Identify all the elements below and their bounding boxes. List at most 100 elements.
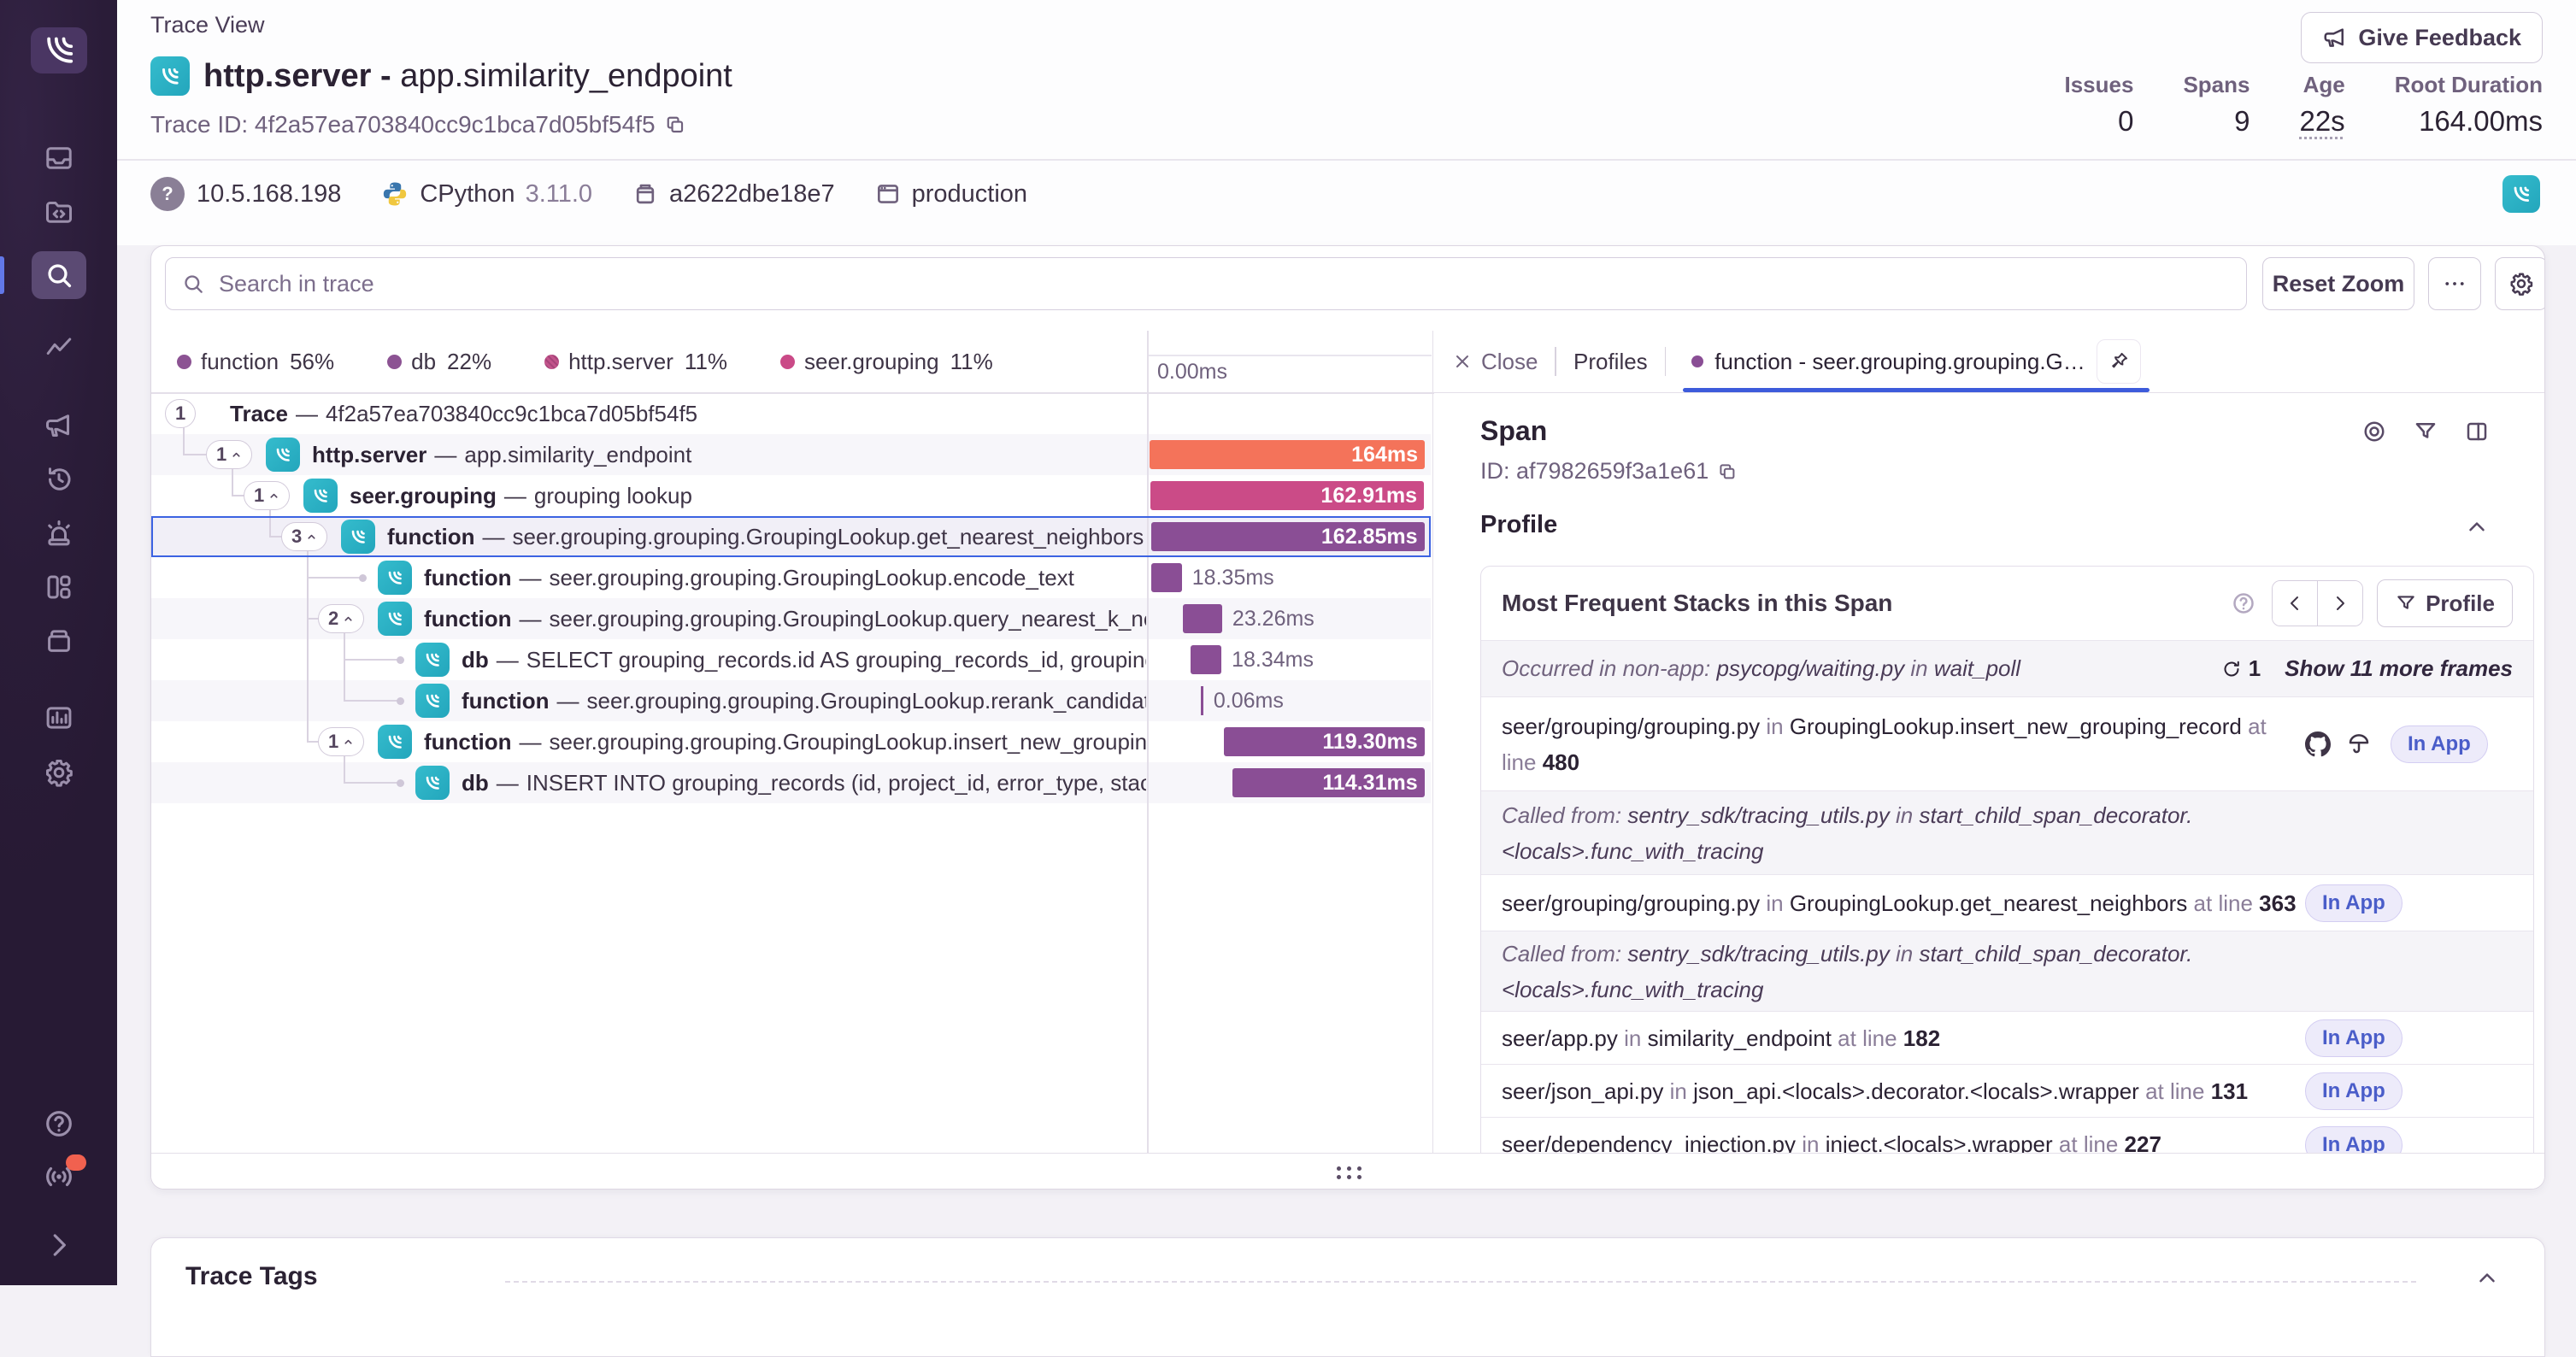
trace-row[interactable]: 1 Trace —4f2a57ea703840cc9c1bca7d05bf54f5 xyxy=(151,393,1431,434)
legend-item-seer.grouping[interactable]: seer.grouping 11% xyxy=(780,349,993,375)
trace-settings-button[interactable] xyxy=(2495,257,2544,310)
sidebar-item-siren[interactable] xyxy=(0,518,117,549)
sidebar-item-inbox[interactable] xyxy=(0,143,117,173)
header xyxy=(117,0,2576,245)
tab-profiles[interactable]: Profiles xyxy=(1573,348,1648,374)
copy-icon[interactable] xyxy=(1717,461,1738,482)
occurred-row: Occurred in non-app: psycopg/waiting.py … xyxy=(1481,640,2533,696)
notification-badge xyxy=(65,1154,86,1171)
seer-project-avatar[interactable] xyxy=(2502,175,2540,213)
span-count-pill[interactable]: 1 xyxy=(165,399,197,428)
sidebar-item-archive[interactable] xyxy=(0,626,117,656)
span-count-pill[interactable]: 1 xyxy=(244,481,291,510)
seer-icon[interactable] xyxy=(2346,731,2372,757)
copy-icon[interactable] xyxy=(664,114,686,136)
sidebar-item-broadcast[interactable] xyxy=(0,1154,117,1193)
tab-close[interactable]: Close xyxy=(1452,349,1538,375)
span-count-pill[interactable]: 1 xyxy=(206,440,253,469)
span-label: function — seer.grouping.grouping.Grouping… xyxy=(387,523,1144,549)
give-feedback-button[interactable]: Give Feedback xyxy=(2301,12,2543,63)
reset-zoom-button[interactable]: Reset Zoom xyxy=(2262,257,2414,310)
sidebar-item-clock-history[interactable] xyxy=(0,464,117,495)
stack-frame[interactable]: seer/dependency_injection.py in inject.<… xyxy=(1481,1117,2533,1153)
github-icon[interactable] xyxy=(2305,731,2331,757)
trace-row[interactable]: 1 function — seer.grouping.grouping.Groupin… xyxy=(151,721,1431,762)
duration-bar[interactable] xyxy=(1150,563,1182,592)
legend-item-db[interactable]: db 22% xyxy=(387,349,491,375)
legend-item-function[interactable]: function 56% xyxy=(177,349,334,375)
tab-active-span[interactable]: function - seer.grouping.grouping.G… xyxy=(1683,331,2150,392)
ellipsis-icon xyxy=(2442,271,2467,297)
sidebar-item-bar-chart[interactable] xyxy=(0,702,117,733)
sidebar-item-chevron-right[interactable] xyxy=(0,1229,117,1261)
duration-bar[interactable] xyxy=(1191,645,1222,674)
sidebar-item-gear[interactable] xyxy=(0,757,117,788)
filter-icon[interactable] xyxy=(2413,419,2438,444)
show-more-frames-link[interactable]: Show 11 more frames xyxy=(2285,655,2513,681)
trace-tags-title: Trace Tags xyxy=(185,1262,318,1290)
duration-label: 18.34ms xyxy=(1232,648,1314,672)
sidebar-item-search[interactable] xyxy=(0,251,117,299)
trace-row[interactable]: db — INSERT INTO grouping_records (id, pro… xyxy=(151,762,1431,803)
trace-row[interactable]: 3 function — seer.grouping.grouping.Groupin… xyxy=(151,516,1431,557)
sidebar-item-code-folder[interactable] xyxy=(0,197,117,227)
span-label: function — seer.grouping.grouping.Grouping… xyxy=(424,564,1074,590)
duration-bar[interactable]: 162.85ms xyxy=(1150,522,1425,551)
close-icon xyxy=(1452,351,1473,372)
collapse-tags-icon[interactable] xyxy=(2474,1266,2500,1291)
stack-frame[interactable]: seer/grouping/grouping.py in GroupingLoo… xyxy=(1481,696,2533,790)
page-title: Trace View xyxy=(150,12,265,38)
trace-row[interactable]: 2 function — seer.grouping.grouping.Groupin… xyxy=(151,598,1431,639)
duration-bar[interactable]: 114.31ms xyxy=(1232,768,1425,797)
focus-span-icon[interactable] xyxy=(2361,419,2387,444)
in-app-badge: In App xyxy=(2305,1126,2403,1153)
layout-columns-icon[interactable] xyxy=(2464,419,2490,444)
sidebar xyxy=(0,0,117,1285)
search-input[interactable] xyxy=(217,269,2246,298)
sidebar-item-chart-zigzag[interactable] xyxy=(0,332,117,362)
sidebar-item-sentry-logo[interactable] xyxy=(0,27,117,73)
open-profile-button[interactable]: Profile xyxy=(2377,579,2513,627)
more-options-button[interactable] xyxy=(2428,257,2481,310)
sidebar-item-blocks[interactable] xyxy=(0,572,117,602)
runtime-version: 3.11.0 xyxy=(525,179,593,208)
search-in-trace xyxy=(165,257,2247,310)
next-stack-button[interactable] xyxy=(2317,581,2363,626)
prev-stack-button[interactable] xyxy=(2273,581,2318,626)
span-op-dot xyxy=(1691,355,1704,367)
trace-row[interactable]: db — SELECT grouping_records.id AS groupin… xyxy=(151,639,1431,680)
collapse-profile-icon[interactable] xyxy=(2464,514,2490,540)
duration-bar[interactable]: 164ms xyxy=(1150,440,1425,469)
waterfall-detail-divider[interactable] xyxy=(1432,331,1433,1153)
legend-item-http.server[interactable]: http.server 11% xyxy=(544,349,727,375)
waterfall-axis-origin: 0.00ms xyxy=(1157,360,1227,384)
trace-title: http.server - app.similarity_endpoint xyxy=(150,56,732,96)
stack-frame[interactable]: seer/app.py in similarity_endpoint at li… xyxy=(1481,1011,2533,1064)
release-icon xyxy=(632,180,659,208)
seer-span-icon xyxy=(415,684,450,718)
span-label: function — seer.grouping.grouping.Grouping… xyxy=(424,605,1146,632)
trace-row[interactable]: 1 seer.grouping — grouping lookup 162.91ms xyxy=(151,475,1431,516)
search-icon xyxy=(31,251,86,299)
trace-row[interactable]: function — seer.grouping.grouping.Grouping… xyxy=(151,557,1431,598)
sidebar-item-megaphone[interactable] xyxy=(0,410,117,441)
stack-frame[interactable]: seer/grouping/grouping.py in GroupingLoo… xyxy=(1481,874,2533,931)
runtime: CPython xyxy=(420,179,515,208)
megaphone-icon xyxy=(2322,25,2348,50)
duration-bar[interactable] xyxy=(1200,686,1203,715)
span-count-pill[interactable]: 1 xyxy=(318,727,365,756)
help-icon[interactable] xyxy=(2231,590,2256,616)
duration-bar[interactable]: 162.91ms xyxy=(1150,481,1425,510)
stack-frame[interactable]: seer/json_api.py in json_api.<locals>.de… xyxy=(1481,1064,2533,1117)
sidebar-item-help[interactable] xyxy=(0,1107,117,1140)
panel-resize-handle[interactable] xyxy=(151,1153,2544,1189)
python-icon xyxy=(380,179,409,209)
span-count-pill[interactable]: 3 xyxy=(281,522,328,551)
duration-bar[interactable]: 119.30ms xyxy=(1224,727,1425,756)
span-label: function — seer.grouping.grouping.Grouping… xyxy=(462,687,1146,714)
span-count-pill[interactable]: 2 xyxy=(318,604,365,633)
duration-bar[interactable] xyxy=(1183,604,1222,633)
trace-row[interactable]: 1 http.server — app.similarity_endpoint 164m… xyxy=(151,434,1431,475)
pin-tab-button[interactable] xyxy=(2096,339,2141,384)
tree-waterfall-divider xyxy=(1147,331,1149,1153)
